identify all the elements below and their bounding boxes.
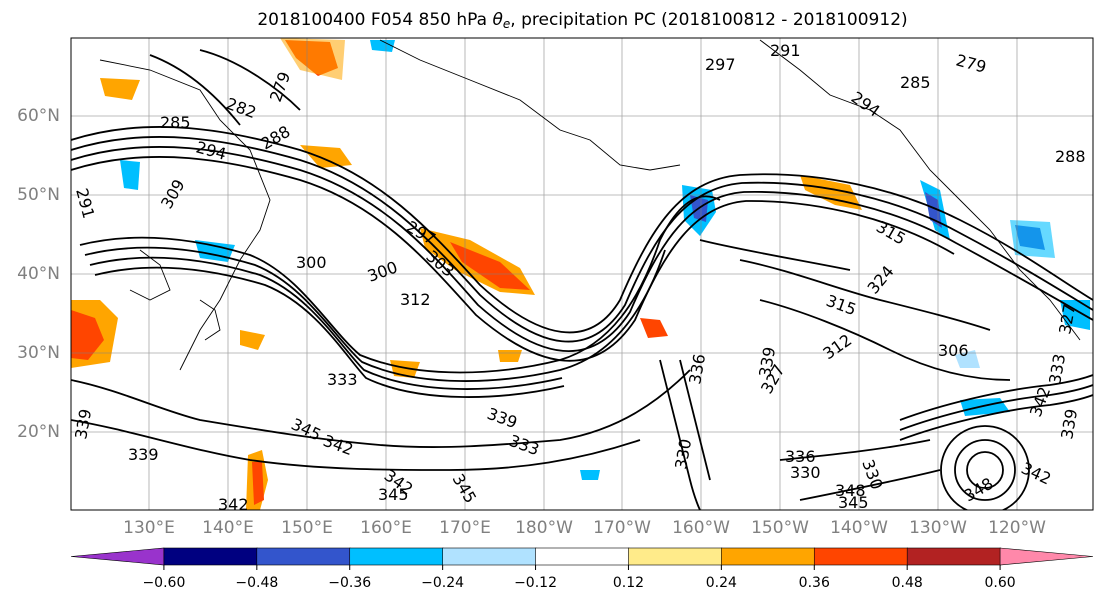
lon-label-170e: 170°E <box>439 518 491 538</box>
colorbar-tick-label: −0.24 <box>421 575 465 591</box>
precip-patch <box>120 160 140 190</box>
lat-label-20n: 20°N <box>17 422 60 442</box>
contour-label: 333 <box>327 370 358 389</box>
colorbar-tick-label: −0.48 <box>235 575 279 591</box>
contour-label: 285 <box>900 73 931 92</box>
contour-label: 306 <box>938 341 969 360</box>
contour-label: 330 <box>790 463 821 482</box>
lat-label-30n: 30°N <box>17 343 60 363</box>
colorbar-tick-label: 0.48 <box>891 575 923 591</box>
lat-label-40n: 40°N <box>17 264 60 284</box>
coastlines <box>99 39 1081 371</box>
title-theta-subscript: e <box>502 17 511 31</box>
contour-label: 345 <box>838 493 869 512</box>
lon-label-130e: 130°E <box>123 518 175 538</box>
contour-label: 345 <box>378 485 409 504</box>
lon-label-170w: 170°W <box>593 518 651 538</box>
precip-patch <box>1010 220 1055 258</box>
lon-label-180w: 180°W <box>515 518 573 538</box>
colorbar-tick-label: −0.60 <box>142 575 186 591</box>
precip-patch <box>370 40 395 52</box>
precip-shading <box>71 38 1090 510</box>
title-suffix: , precipitation PC (2018100812 - 2018100… <box>510 10 908 30</box>
lon-label-140e: 140°E <box>202 518 254 538</box>
precip-patch <box>498 350 522 362</box>
precip-patch <box>280 38 345 80</box>
lat-label-60n: 60°N <box>17 106 60 126</box>
precip-patch <box>580 470 600 480</box>
title-theta: θ <box>492 10 503 30</box>
precip-patch <box>1060 300 1090 330</box>
lon-label-130w: 130°W <box>909 518 967 538</box>
graticule <box>71 38 1093 510</box>
contour-label: 339 <box>128 445 159 464</box>
lon-label-150w: 150°W <box>751 518 809 538</box>
lon-label-150e: 150°E <box>281 518 333 538</box>
precip-patch <box>955 350 980 368</box>
precip-patch <box>100 78 140 100</box>
contour-label: 291 <box>770 41 801 60</box>
contour-label: 348 <box>835 481 866 500</box>
lat-label-50n: 50°N <box>17 185 60 205</box>
colorbar-tick-label: 0.12 <box>612 575 645 591</box>
contour-label: 300 <box>296 253 327 272</box>
map-frame <box>70 37 1094 511</box>
colorbar-tick-label: −0.12 <box>514 575 557 591</box>
colorbar-tick-label: 0.24 <box>705 575 737 591</box>
contour-label: 336 <box>785 447 816 466</box>
map-title: 2018100400 F054 850 hPa θe, precipitatio… <box>0 10 1105 31</box>
contour-label: 312 <box>400 290 431 309</box>
precip-patch <box>71 310 104 360</box>
precip-patch <box>252 462 264 505</box>
title-prefix: 2018100400 F054 850 hPa <box>257 10 493 30</box>
contour-label: 288 <box>1055 147 1086 166</box>
lon-label-160w: 160°W <box>672 518 730 538</box>
lon-label-120w: 120°W <box>988 518 1046 538</box>
precip-patch <box>300 145 352 168</box>
colorbar-tick-label: 0.36 <box>798 575 830 591</box>
colorbar-tick-label: −0.36 <box>328 575 372 591</box>
lon-label-140w: 140°W <box>830 518 888 538</box>
precip-patch <box>450 242 530 290</box>
contour-label: 297 <box>705 55 736 74</box>
lon-label-160e: 160°E <box>360 518 412 538</box>
precip-patch <box>240 330 265 350</box>
contour-label: 342 <box>218 495 249 514</box>
precip-patch <box>640 318 668 338</box>
theta-e-contours <box>71 49 1093 510</box>
plot-area: 291 282 279 285 288 294 291 297 279 285 … <box>71 38 1093 514</box>
colorbar-tick-label: 0.60 <box>984 575 1016 591</box>
contour-label: 285 <box>160 113 191 132</box>
